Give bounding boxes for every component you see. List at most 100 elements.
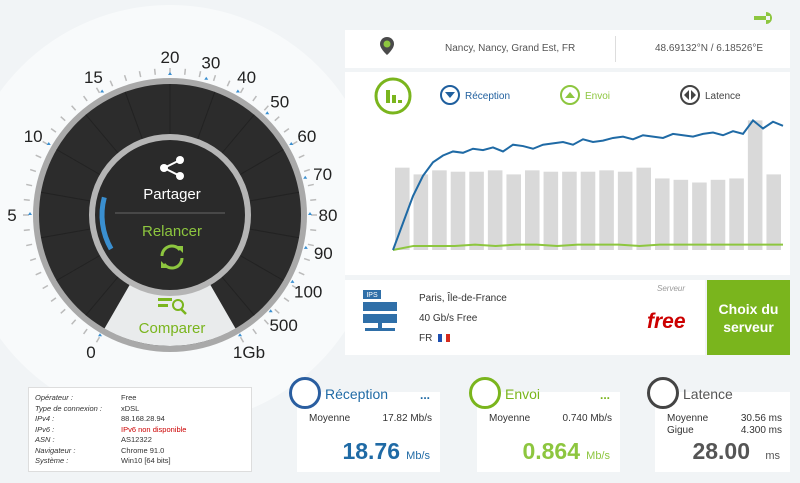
gauge-tick — [35, 271, 42, 276]
gauge-label: 30 — [201, 53, 220, 72]
gauge-marker — [28, 212, 32, 215]
gauge-tick — [138, 71, 142, 78]
settings-icon[interactable] — [752, 8, 776, 28]
gauge-tick — [42, 140, 49, 146]
server-country: FR — [419, 333, 433, 344]
gauge-tick — [303, 168, 311, 173]
info-box: Opérateur : Free Type de connexion : xDSL IP… — [28, 387, 252, 472]
server-label: Serveur — [657, 284, 686, 293]
gauge-segment — [221, 275, 255, 316]
result-title: Latence — [683, 386, 733, 402]
gauge-label: 80 — [319, 206, 338, 225]
server-bandwidth: 40 Gb/s Free — [419, 313, 478, 324]
gauge-segment — [40, 228, 92, 239]
legend-label[interactable]: Envoi — [585, 91, 610, 102]
legend-arrow — [565, 92, 575, 98]
gauge-label: 0 — [86, 343, 95, 362]
gauge-tick — [212, 74, 217, 82]
gauge-marker — [265, 111, 270, 115]
result-icon — [289, 377, 321, 409]
result-panel — [655, 392, 790, 472]
result-row-value: 0.740 Mb/s — [562, 413, 612, 424]
gauge-label: 100 — [294, 283, 322, 302]
gauge-tick — [198, 71, 202, 78]
gauge-tick — [239, 336, 245, 343]
gauge-label: 60 — [297, 127, 316, 146]
location-bar: Nancy, Nancy, Grand Est, FR 48.69132°N /… — [345, 30, 790, 68]
latency-bar — [432, 170, 447, 250]
legend-label[interactable]: Latence — [705, 91, 741, 102]
gauge-marker — [168, 72, 172, 75]
compare-icon — [158, 304, 168, 307]
info-label: ASN : — [35, 435, 55, 444]
gauge-inner-ring — [89, 134, 251, 296]
gauge-tick — [95, 336, 101, 343]
server-city: Paris, Île-de-France — [419, 293, 507, 304]
gauge-segment — [124, 91, 144, 140]
graph-icon-bar — [398, 100, 402, 103]
gauge-tick — [239, 87, 245, 94]
gauge-tick — [283, 127, 290, 133]
gauge-segment — [85, 114, 119, 155]
result-row-label: Moyenne — [667, 413, 709, 424]
result-icon — [469, 377, 501, 409]
gauge-label: 500 — [269, 316, 297, 335]
latency-bar — [617, 171, 633, 250]
legend-label[interactable]: Réception — [465, 91, 510, 102]
gauge-tick — [35, 154, 42, 159]
latency-bar — [525, 170, 540, 250]
gauge-tick — [263, 319, 269, 325]
info-label: Type de connexion : — [35, 403, 102, 413]
result-value: 18.76 — [342, 438, 400, 464]
gauge-segment — [85, 275, 119, 316]
latency-bar — [766, 174, 781, 250]
provider-logo: free — [647, 310, 686, 333]
compare-button[interactable]: Comparer — [139, 320, 206, 337]
gauge-tick — [310, 198, 317, 202]
gauge-tick — [82, 95, 88, 102]
share-dot — [176, 172, 184, 180]
more-button[interactable]: ... — [600, 388, 611, 402]
more-button[interactable]: ... — [420, 388, 431, 402]
gauge-segment — [56, 149, 101, 176]
restart-arrow — [161, 246, 183, 268]
gauge-label: 50 — [270, 92, 289, 111]
info-value: Free — [121, 393, 137, 402]
gauge-tick — [95, 87, 101, 94]
latency-bar — [729, 178, 744, 250]
choose-server-button[interactable]: Choix du serveur — [707, 280, 790, 355]
gauge-segment — [248, 191, 300, 202]
gauge-tick — [29, 257, 37, 262]
graph-panel: Réception Envoi Latence — [345, 72, 790, 275]
gauge-segment — [239, 254, 284, 281]
result-icon — [647, 377, 679, 409]
result-row-value: 30.56 ms — [740, 413, 782, 424]
share-button[interactable]: Partager — [143, 186, 201, 203]
gauge-tick — [263, 105, 269, 111]
divider — [615, 36, 616, 62]
gauge-tick — [82, 328, 88, 335]
progress-arc — [99, 196, 114, 251]
legend-marker[interactable] — [680, 85, 700, 105]
info-label: Opérateur : — [35, 393, 73, 402]
compare-sector[interactable] — [104, 282, 236, 347]
gauge-segment — [248, 228, 300, 239]
share-dot — [160, 164, 168, 172]
gauge-tick — [226, 80, 231, 87]
gauge-tick — [50, 127, 57, 133]
result-panel — [297, 392, 440, 472]
latency-bar — [747, 120, 763, 251]
result-unit: Mb/s — [586, 450, 610, 462]
graph: Réception Envoi Latence — [374, 77, 784, 251]
info-value: Win10 [64 bits] — [121, 456, 171, 465]
restart-button[interactable]: Relancer — [142, 223, 202, 240]
result-row-label: Gigue — [667, 425, 694, 436]
gauge-label: 15 — [84, 68, 103, 87]
result-title: Réception — [325, 386, 389, 402]
gauge-marker — [289, 142, 294, 145]
latency-bar — [543, 171, 559, 250]
gauge-tick — [50, 297, 57, 303]
gauge-tick — [274, 308, 280, 314]
